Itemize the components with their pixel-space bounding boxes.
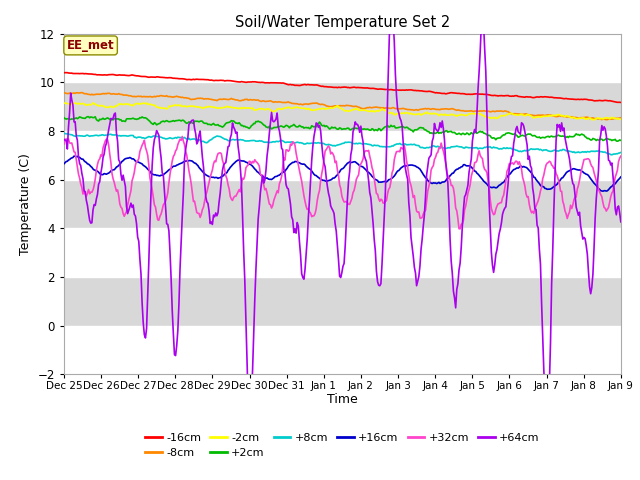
Bar [64, 326, 621, 374]
X-axis label: Time: Time [327, 393, 358, 406]
Legend: -16cm, -8cm, -2cm, +2cm, +8cm, +16cm, +32cm, +64cm: -16cm, -8cm, -2cm, +2cm, +8cm, +16cm, +3… [145, 433, 540, 458]
Text: EE_met: EE_met [67, 39, 115, 52]
Title: Soil/Water Temperature Set 2: Soil/Water Temperature Set 2 [235, 15, 450, 30]
Bar [64, 82, 621, 131]
Bar [64, 228, 621, 277]
Y-axis label: Temperature (C): Temperature (C) [19, 153, 32, 255]
Bar [64, 277, 621, 326]
Bar [64, 180, 621, 228]
Bar [64, 34, 621, 82]
Bar [64, 131, 621, 180]
